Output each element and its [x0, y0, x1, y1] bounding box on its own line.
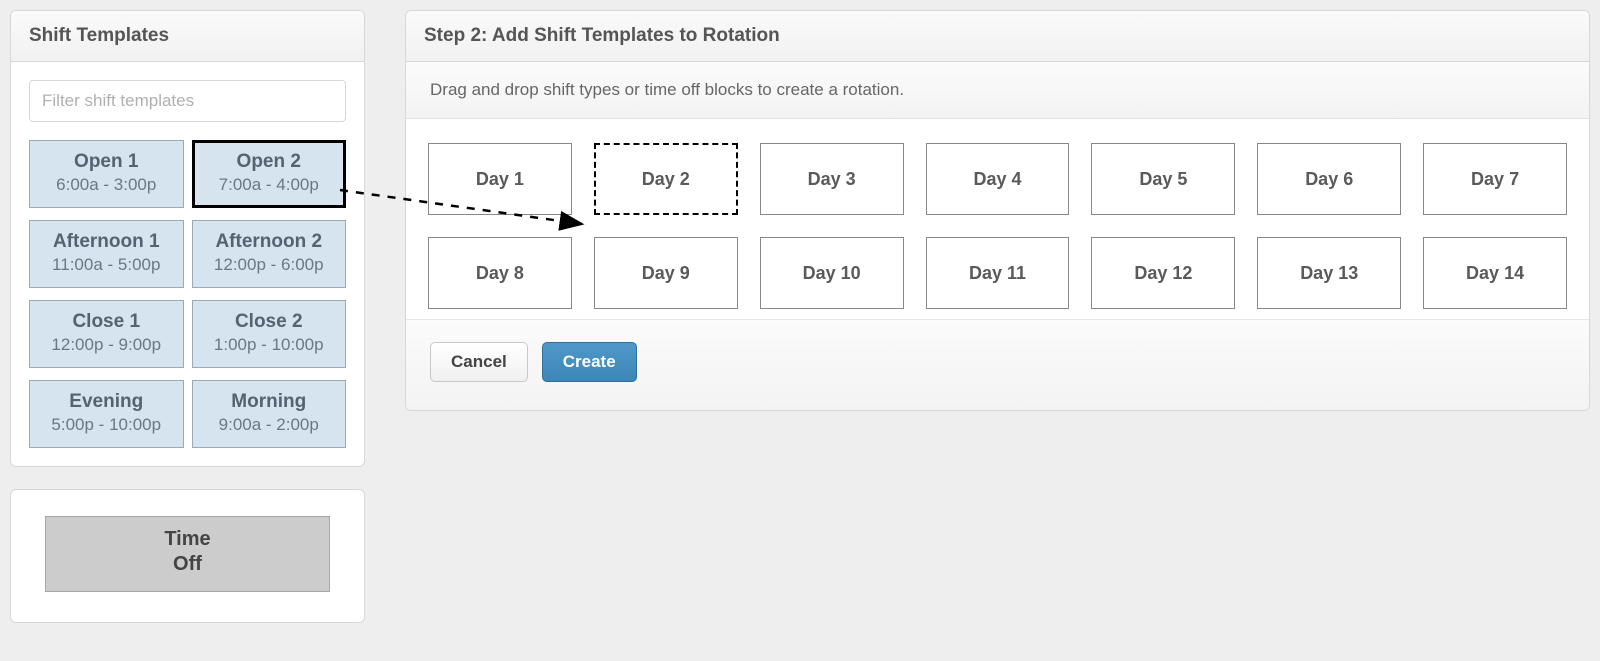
template-time: 5:00p - 10:00p	[34, 415, 179, 435]
template-tile[interactable]: Afternoon 212:00p - 6:00p	[192, 220, 347, 288]
day-label: Day 4	[973, 169, 1021, 190]
day-slot[interactable]: Day 1	[428, 143, 572, 215]
template-name: Evening	[34, 391, 179, 413]
template-name: Open 2	[197, 151, 342, 173]
template-name: Afternoon 1	[34, 231, 179, 253]
day-label: Day 5	[1139, 169, 1187, 190]
template-name: Close 2	[197, 311, 342, 333]
timeoff-tile[interactable]: Time Off	[45, 516, 330, 592]
day-slot[interactable]: Day 10	[760, 237, 904, 309]
template-time: 12:00p - 6:00p	[197, 255, 342, 275]
timeoff-label-line2: Off	[50, 552, 325, 577]
day-label: Day 9	[642, 263, 690, 284]
template-name: Open 1	[34, 151, 179, 173]
day-label: Day 14	[1466, 263, 1524, 284]
create-button[interactable]: Create	[542, 342, 637, 382]
rotation-title: Step 2: Add Shift Templates to Rotation	[406, 11, 1589, 62]
day-label: Day 1	[476, 169, 524, 190]
template-name: Close 1	[34, 311, 179, 333]
template-name: Afternoon 2	[197, 231, 342, 253]
day-slot[interactable]: Day 11	[926, 237, 1070, 309]
timeoff-label-line1: Time	[50, 527, 325, 552]
day-slot[interactable]: Day 5	[1091, 143, 1235, 215]
template-tile[interactable]: Afternoon 111:00a - 5:00p	[29, 220, 184, 288]
day-slot[interactable]: Day 4	[926, 143, 1070, 215]
day-slot[interactable]: Day 12	[1091, 237, 1235, 309]
day-label: Day 2	[642, 169, 690, 190]
template-time: 11:00a - 5:00p	[34, 255, 179, 275]
shift-templates-title: Shift Templates	[11, 11, 364, 62]
rotation-instruction: Drag and drop shift types or time off bl…	[406, 62, 1589, 119]
timeoff-panel: Time Off	[10, 489, 365, 623]
day-label: Day 7	[1471, 169, 1519, 190]
day-slot[interactable]: Day 2	[594, 143, 738, 215]
template-time: 7:00a - 4:00p	[197, 175, 342, 195]
day-label: Day 6	[1305, 169, 1353, 190]
template-tile[interactable]: Close 112:00p - 9:00p	[29, 300, 184, 368]
template-time: 9:00a - 2:00p	[197, 415, 342, 435]
cancel-button[interactable]: Cancel	[430, 342, 528, 382]
template-time: 6:00a - 3:00p	[34, 175, 179, 195]
template-tile[interactable]: Morning9:00a - 2:00p	[192, 380, 347, 448]
day-slot[interactable]: Day 7	[1423, 143, 1567, 215]
day-label: Day 3	[808, 169, 856, 190]
day-slot[interactable]: Day 3	[760, 143, 904, 215]
day-label: Day 13	[1300, 263, 1358, 284]
filter-input[interactable]	[29, 80, 346, 122]
day-slot[interactable]: Day 6	[1257, 143, 1401, 215]
shift-templates-panel: Shift Templates Open 16:00a - 3:00pOpen …	[10, 10, 365, 467]
day-slot[interactable]: Day 13	[1257, 237, 1401, 309]
template-tile[interactable]: Open 16:00a - 3:00p	[29, 140, 184, 208]
day-label: Day 8	[476, 263, 524, 284]
day-label: Day 10	[803, 263, 861, 284]
day-slot[interactable]: Day 8	[428, 237, 572, 309]
day-slot[interactable]: Day 14	[1423, 237, 1567, 309]
template-time: 1:00p - 10:00p	[197, 335, 342, 355]
day-slot[interactable]: Day 9	[594, 237, 738, 309]
template-name: Morning	[197, 391, 342, 413]
day-label: Day 11	[969, 263, 1026, 284]
template-time: 12:00p - 9:00p	[34, 335, 179, 355]
template-tile[interactable]: Evening5:00p - 10:00p	[29, 380, 184, 448]
template-tile[interactable]: Close 21:00p - 10:00p	[192, 300, 347, 368]
day-label: Day 12	[1134, 263, 1192, 284]
rotation-panel: Step 2: Add Shift Templates to Rotation …	[405, 10, 1590, 411]
template-tile[interactable]: Open 27:00a - 4:00p	[192, 140, 347, 208]
